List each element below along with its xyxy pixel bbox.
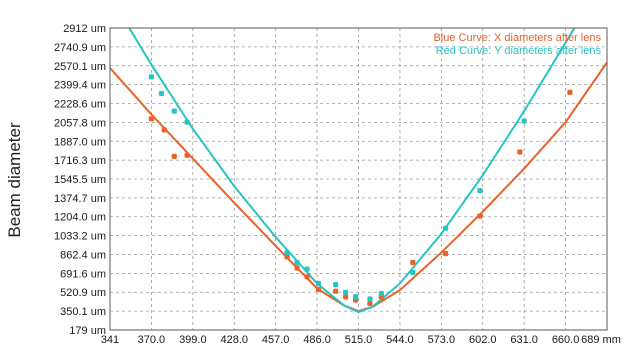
data-point-x [567, 89, 573, 95]
y-tick-label: 2228.6 um [54, 99, 106, 111]
y-tick-labels: 179 um 350.1 um 520.9 um 691.6 um 862.4 um 10… [54, 23, 106, 337]
x-tick-label: 428.0 [220, 334, 248, 346]
data-point-x [343, 294, 349, 300]
legend: Blue Curve: X diameters after lens Red C… [433, 32, 601, 57]
data-point-y [521, 118, 527, 124]
x-tick-label: 631.0 [510, 334, 538, 346]
x-tick-label: 341 [101, 334, 119, 346]
legend-entry-y: Red Curve: Y diameters after lens [436, 45, 602, 57]
data-point-y [158, 90, 165, 97]
legend-entry-x: Blue Curve: X diameters after lens [433, 32, 601, 44]
fit-curve-y [128, 28, 576, 314]
x-tick-label: 515.0 [345, 334, 373, 346]
data-point-y [171, 108, 177, 114]
data-point-y [184, 119, 190, 125]
y-tick-label: 2399.4 um [54, 80, 106, 92]
y-tick-label: 1374.7 um [54, 193, 106, 205]
data-point-y [304, 266, 310, 272]
data-point-x [367, 300, 373, 306]
data-point-x [443, 251, 449, 257]
data-point-x [294, 265, 300, 271]
y-tick-label: 350.1 um [60, 306, 106, 318]
data-point-y [333, 281, 339, 288]
x-tick-label: 457.0 [262, 334, 290, 346]
y-tick-label: 2057.8 um [54, 117, 106, 129]
data-point-y [443, 225, 449, 231]
y-tick-label: 2740.9 um [54, 42, 106, 54]
data-point-y [353, 294, 359, 300]
x-tick-label: 370.0 [138, 334, 166, 346]
data-point-y [367, 296, 373, 302]
plot-frame [109, 27, 608, 331]
data-point-x [284, 254, 290, 260]
x-tick-label: 399.0 [179, 334, 207, 346]
y-tick-label: 179 um [69, 325, 106, 337]
x-tick-label: 486.0 [303, 334, 331, 346]
y-tick-label: 1716.3 um [54, 155, 106, 167]
x-tick-label: 544.0 [386, 334, 414, 346]
y-tick-label: 1545.5 um [54, 174, 106, 186]
fit-curves [110, 28, 607, 314]
y-axis-title: Beam diameter [5, 122, 24, 238]
data-point-y [148, 74, 155, 80]
data-point-y [378, 290, 384, 297]
y-tick-label: 520.9 um [60, 287, 106, 299]
data-point-x [184, 152, 190, 158]
x-tick-label: 573.0 [428, 334, 456, 346]
data-point-y [294, 259, 300, 266]
y-tick-label: 862.4 um [60, 249, 106, 261]
data-point-y [343, 289, 349, 295]
y-tick-label: 2570.1 um [54, 61, 106, 73]
data-point-y [315, 280, 322, 287]
data-point-x [410, 259, 416, 266]
data-point-x [161, 127, 167, 133]
data-point-y [410, 269, 416, 276]
y-tick-label: 691.6 um [60, 268, 106, 280]
y-tick-label: 2912 um [63, 23, 106, 35]
data-point-x [304, 274, 310, 280]
data-points [148, 74, 573, 306]
data-point-x [477, 213, 483, 219]
fit-curve-x [110, 61, 607, 313]
x-tick-label: 602.0 [469, 334, 497, 346]
y-tick-label: 1204.0 um [54, 212, 106, 224]
data-point-x [517, 149, 523, 155]
data-point-x [148, 116, 155, 122]
x-tick-labels: 341 370.0 399.0 428.0 457.0 486.0 515.0 544.0 57… [101, 334, 621, 346]
data-point-y [477, 188, 483, 194]
data-point-x [171, 153, 177, 159]
grid-lines [110, 28, 607, 330]
data-point-y [284, 249, 290, 256]
x-tick-label: 689 mm [581, 334, 621, 346]
x-tick-label: 660.0 [552, 334, 580, 346]
y-tick-label: 1887.0 um [54, 136, 106, 148]
y-tick-label: 1033.2 um [54, 231, 106, 243]
data-point-x [333, 288, 339, 294]
data-point-x [315, 286, 322, 293]
